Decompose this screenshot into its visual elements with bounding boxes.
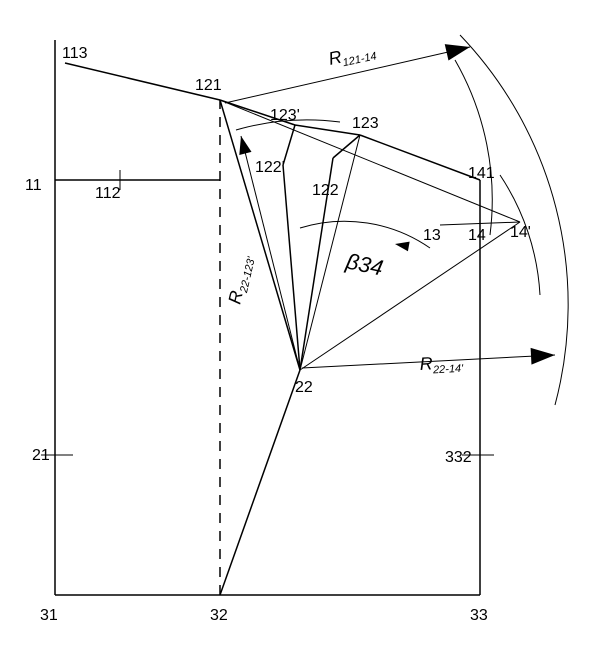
arrow-r121-14-head — [445, 44, 470, 60]
label-p31: 31 — [40, 607, 58, 624]
line-32-22 — [220, 370, 300, 595]
svg-text:R121-14: R121-14 — [327, 40, 378, 72]
line-122p-123p — [283, 125, 295, 165]
line-123p-123 — [295, 125, 360, 135]
line-22-121 — [220, 100, 300, 370]
arrow-r22-14p-head — [531, 348, 555, 365]
label-p22: 22 — [295, 379, 313, 396]
label-p14p: 14' — [510, 224, 531, 241]
label-p33: 33 — [470, 607, 488, 624]
svg-text:R22-14': R22-14' — [419, 352, 464, 377]
label-R22-14p: R22-14' — [419, 352, 464, 377]
label-p32: 32 — [210, 607, 228, 624]
label-p121: 121 — [195, 77, 222, 94]
arrow-r22-123p-head — [239, 136, 251, 155]
label-p332: 332 — [445, 449, 472, 466]
label-p123: 123 — [352, 115, 379, 132]
label-p21: 21 — [32, 447, 50, 464]
label-p113: 113 — [62, 45, 88, 62]
label-p112: 112 — [95, 185, 121, 202]
label-R121-14: R121-14 — [327, 40, 378, 72]
arrow-beta-head — [395, 242, 410, 252]
label-p122p: 122' — [255, 159, 285, 176]
line-123-141 — [360, 135, 480, 180]
svg-text:R22-123': R22-123' — [224, 252, 258, 306]
label-p123p: 123' — [270, 107, 300, 124]
label-p11: 11 — [25, 177, 42, 194]
label-R22-123p: R22-123' — [224, 252, 258, 306]
label-p14: 14 — [468, 227, 486, 244]
label-beta34: β34 — [343, 248, 385, 280]
label-p141: 141 — [468, 165, 495, 182]
label-p122: 122 — [312, 182, 339, 199]
line-122-123 — [333, 135, 360, 158]
line-22-14p — [300, 222, 520, 370]
label-p13: 13 — [423, 227, 441, 244]
